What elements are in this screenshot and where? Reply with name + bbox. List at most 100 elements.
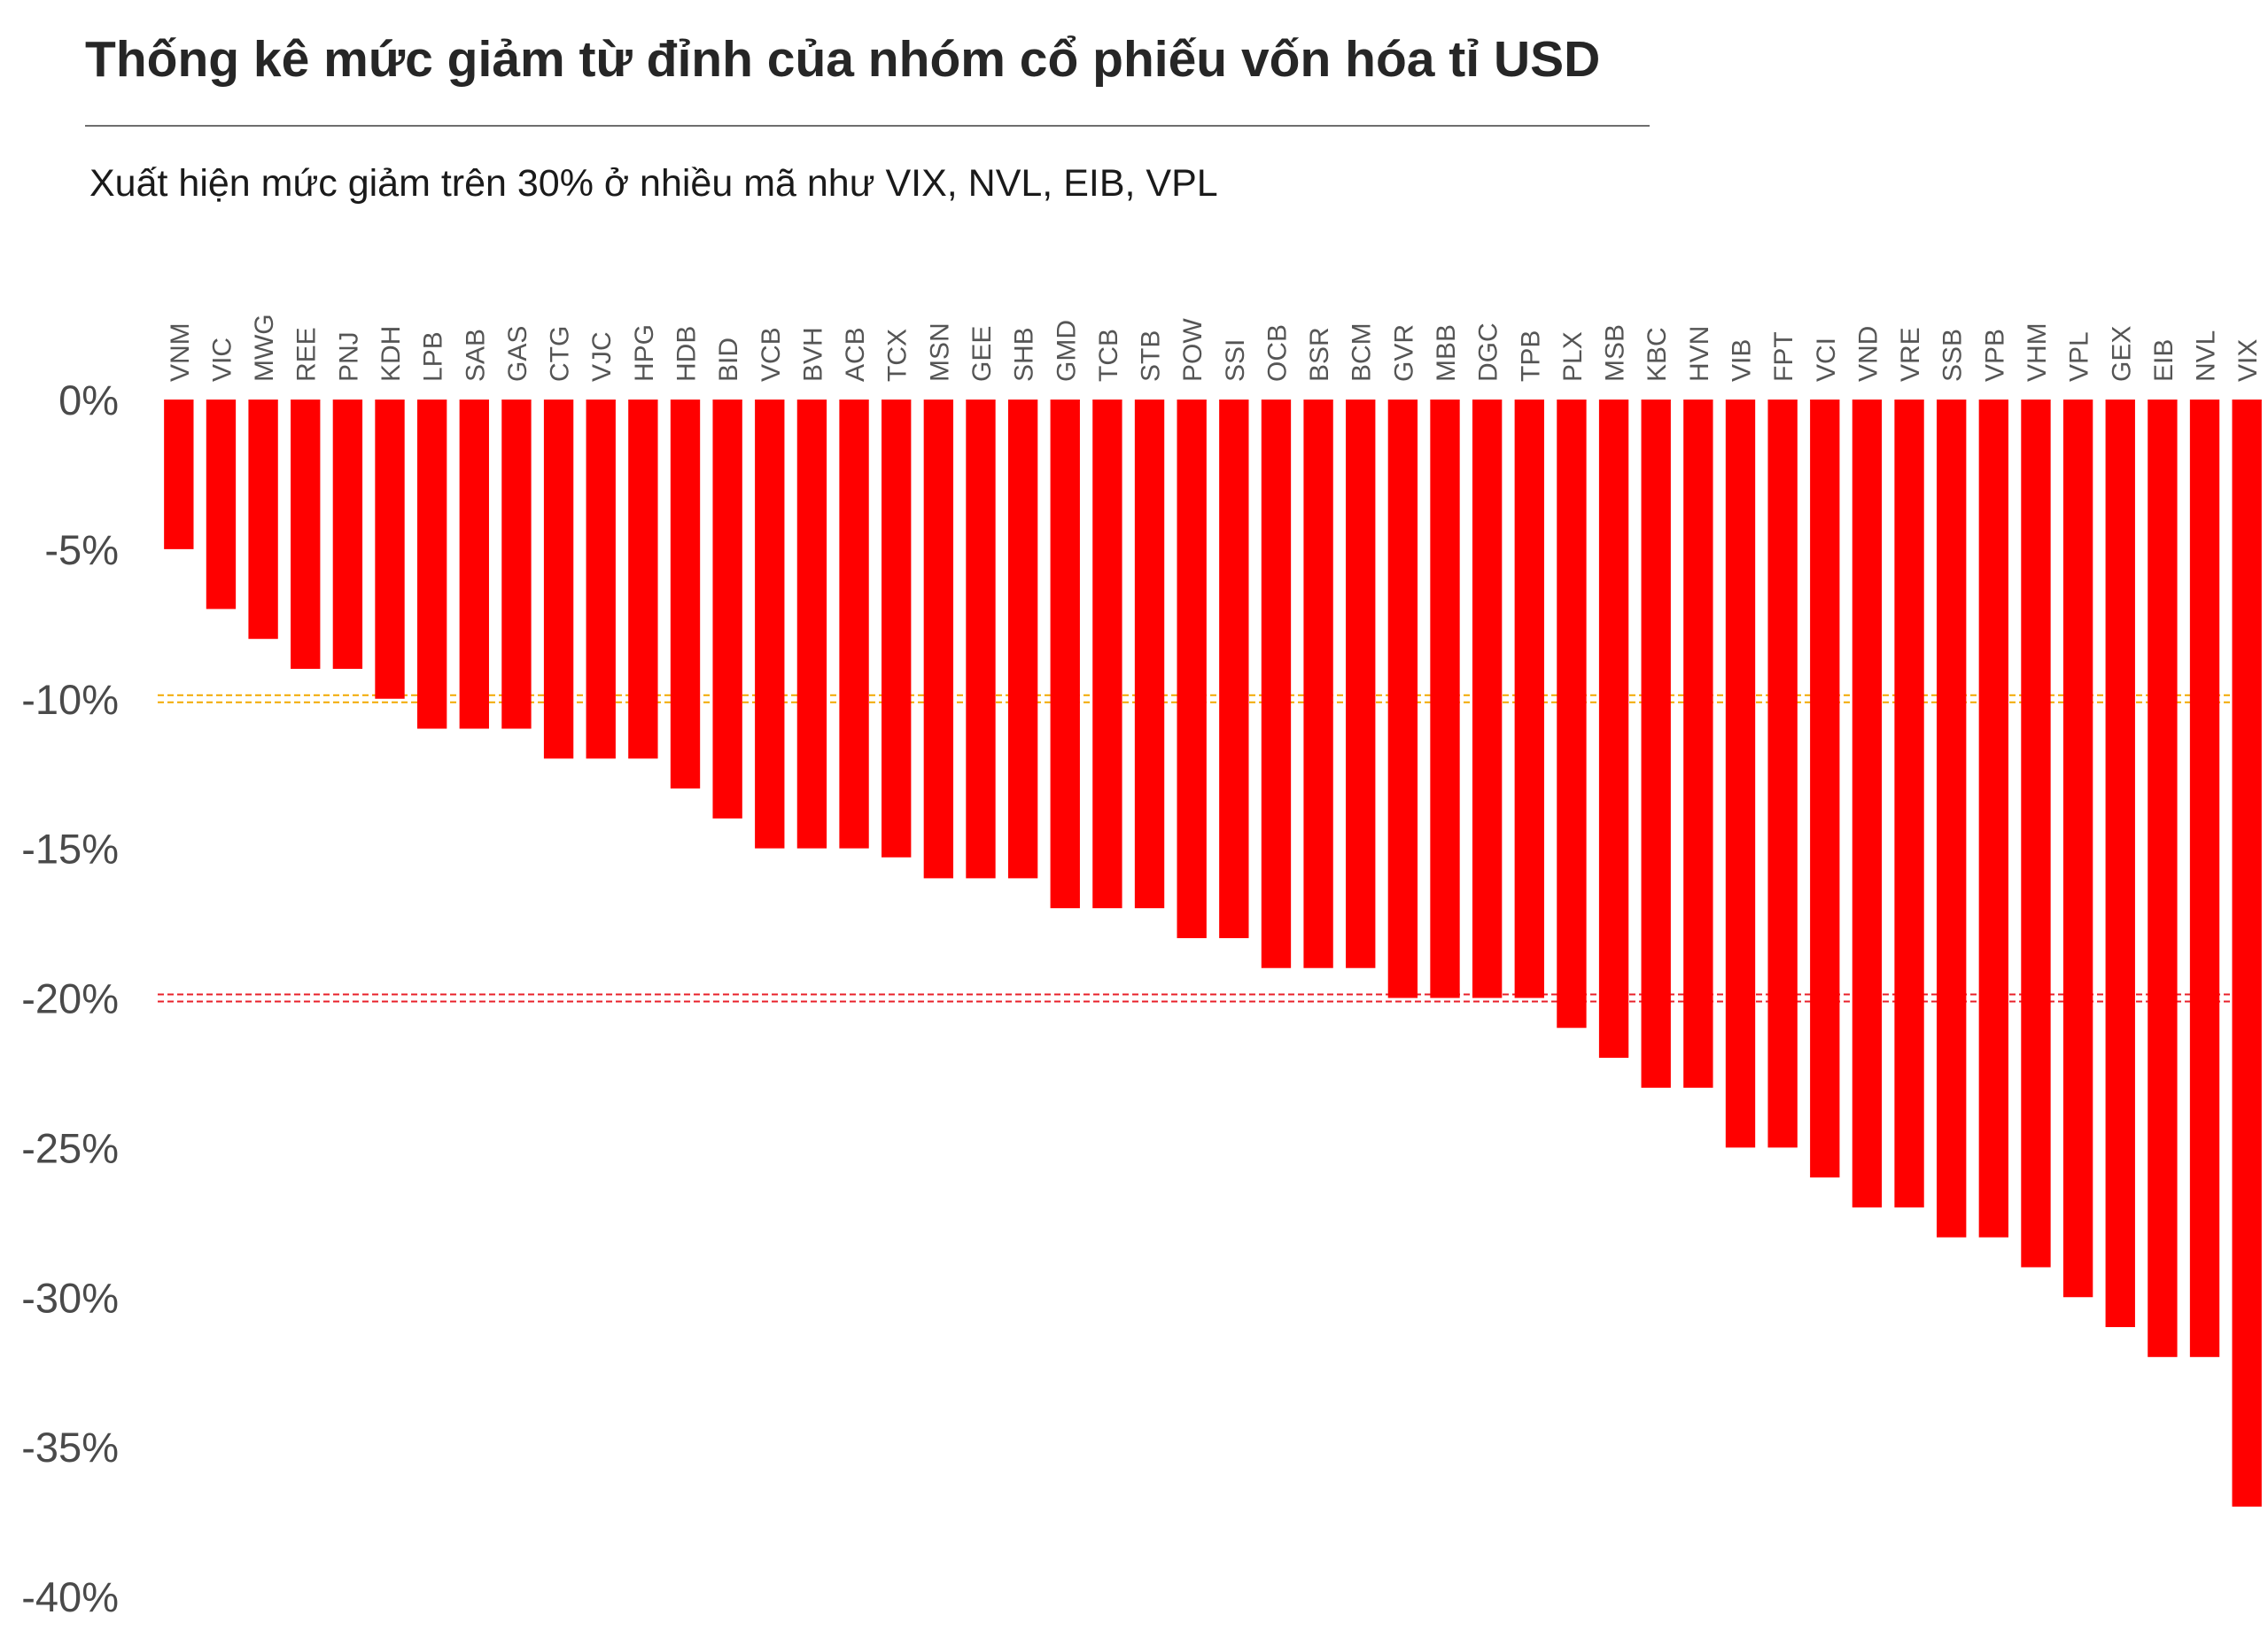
x-tick-label-vic: VIC [207, 338, 237, 382]
bar-kbc [1641, 400, 1671, 1088]
x-tick-label-vjc: VJC [587, 331, 617, 382]
bar-stb [1134, 400, 1165, 909]
bar-mbb [1430, 400, 1460, 998]
x-tick-label-bcm: BCM [1348, 322, 1377, 382]
y-tick-label: -30% [21, 1274, 119, 1321]
bar-bsr [1303, 400, 1333, 968]
bar-gee [966, 400, 996, 879]
bar-shb [1007, 400, 1038, 879]
x-tick-label-nvl: NVL [2192, 330, 2221, 382]
x-tick-label-mbb: MBB [1432, 324, 1461, 382]
y-tick-label: -20% [21, 975, 119, 1022]
bar-vpb [1978, 400, 2009, 1238]
x-tick-label-shb: SHB [1010, 327, 1039, 382]
bar-ree [291, 400, 321, 669]
bar-vix [2232, 400, 2262, 1507]
bar-msb [1598, 400, 1629, 1059]
y-tick-label: -35% [21, 1424, 119, 1471]
x-tick-label-eib: EIB [2149, 339, 2179, 382]
x-tick-label-lpb: LPB [419, 331, 448, 382]
bar-tpb [1514, 400, 1544, 998]
x-tick-label-hvn: HVN [1685, 326, 1714, 382]
x-tick-label-ctg: CTG [546, 326, 575, 382]
x-tick-label-ssb: SSB [1938, 329, 1968, 382]
bar-eib [2148, 400, 2178, 1357]
bar-gas [501, 400, 532, 729]
x-tick-label-mwg: MWG [250, 314, 279, 382]
x-tick-label-gee: GEE [967, 326, 997, 382]
x-tick-label-gvr: GVR [1389, 324, 1418, 382]
y-tick-label: -10% [21, 676, 119, 723]
title-divider [85, 125, 1650, 127]
bar-gmd [1050, 400, 1080, 909]
bar-hpg [628, 400, 658, 759]
bar-ssi [1219, 400, 1249, 938]
bar-vci [1810, 400, 1840, 1178]
bar-vjc [586, 400, 616, 759]
bar-plx [1557, 400, 1587, 1029]
y-tick-label: -5% [44, 526, 119, 573]
x-tick-label-hpg: HPG [630, 324, 659, 382]
x-tick-label-dgc: DGC [1474, 322, 1503, 382]
x-tick-label-kdh: KDH [377, 326, 406, 382]
x-tick-label-msb: MSB [1601, 324, 1630, 382]
bar-vre [1894, 400, 1924, 1207]
x-tick-label-vci: VCI [1812, 338, 1841, 382]
x-tick-label-hdb: HDB [672, 326, 702, 382]
bar-vhm [2021, 400, 2051, 1268]
bar-ssb [1937, 400, 1967, 1238]
x-tick-labels: VNM VIC MWG REE PNJ KDH LPB SAB GAS CTG VJC HPG HDB B… [166, 314, 2263, 382]
bar-tcb [1092, 400, 1122, 909]
x-tick-label-plx: PLX [1558, 331, 1588, 382]
y-tick-label: -15% [21, 826, 119, 873]
y-tick-label: -25% [21, 1124, 119, 1171]
bar-fpt [1767, 400, 1798, 1148]
chart-subtitle: Xuất hiện mức giảm trên 30% ở nhiều mã n… [89, 162, 1218, 205]
bar-bvh [796, 400, 827, 849]
x-tick-label-gex: GEX [2107, 326, 2136, 382]
x-tick-label-vhm: VHM [2023, 322, 2052, 382]
x-tick-label-sab: SAB [461, 329, 490, 382]
bar-sab [459, 400, 489, 729]
bar-gex [2105, 400, 2135, 1328]
x-tick-label-bsr: BSR [1305, 327, 1334, 382]
bar-vib [1725, 400, 1756, 1148]
bar-bid [712, 400, 742, 819]
x-tick-label-bid: BID [714, 338, 743, 382]
bar-acb [839, 400, 869, 849]
x-tick-label-tcb: TCB [1094, 329, 1123, 382]
bar-vpl [2062, 400, 2093, 1298]
x-tick-label-vre: VRE [1896, 327, 1925, 382]
x-tick-label-ssi: SSI [1221, 339, 1250, 382]
x-tick-label-vpl: VPL [2065, 331, 2094, 382]
bar-kdh [375, 400, 405, 699]
bar-vnd [1852, 400, 1883, 1207]
x-tick-label-ree: REE [292, 327, 322, 382]
bar-msn [923, 400, 954, 879]
x-tick-label-vib: VIB [1728, 339, 1757, 382]
x-tick-label-pnj: PNJ [334, 331, 363, 382]
bar-dgc [1472, 400, 1503, 998]
bar-ocb [1261, 400, 1292, 968]
x-tick-label-fpt: FPT [1769, 331, 1798, 382]
bar-gvr [1387, 400, 1418, 998]
x-tick-label-gas: GAS [503, 326, 532, 382]
x-tick-label-tpb: TPB [1516, 330, 1545, 382]
x-tick-label-vcb: VCB [757, 327, 786, 382]
x-tick-label-pow: POW [1178, 318, 1208, 382]
bar-bcm [1346, 400, 1376, 968]
bar-vic [206, 400, 237, 609]
y-tick-label: -40% [21, 1573, 119, 1620]
bar-pnj [332, 400, 363, 669]
x-tick-label-msn: MSN [925, 322, 954, 382]
bar-nvl [2189, 400, 2220, 1357]
x-tick-label-kbc: KBC [1643, 327, 1672, 382]
x-tick-label-vpb: VPB [1980, 329, 2009, 382]
bar-vnm [164, 400, 194, 549]
x-tick-label-gmd: GMD [1052, 320, 1081, 382]
bar-ctg [543, 400, 574, 759]
bar-vcb [755, 400, 785, 849]
x-tick-label-vix: VIX [2233, 339, 2263, 382]
bar-tcx [882, 400, 912, 858]
x-tick-label-vnm: VNM [166, 322, 195, 382]
